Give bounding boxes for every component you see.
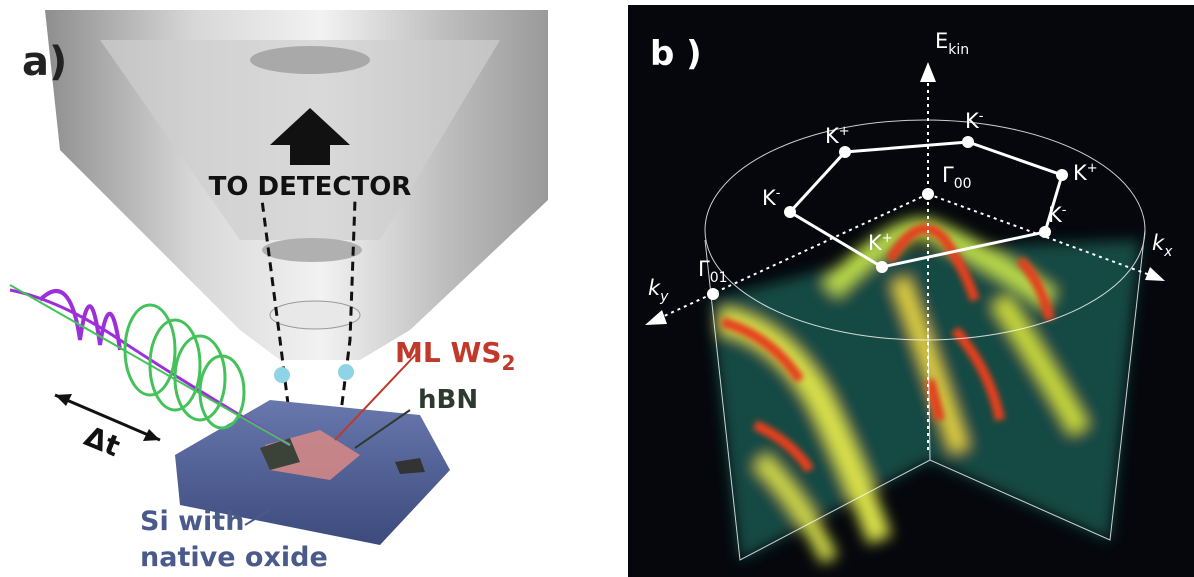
text-part: K: [825, 124, 840, 148]
sample-label: ML WS2: [395, 336, 515, 375]
text-part: K: [1048, 203, 1063, 227]
text-part: k: [1152, 231, 1165, 255]
panel-b: b ) Ekin kx ky Γ00 Γ01 K+ K- K+ K- K+ K-: [628, 5, 1194, 577]
lens-ring: [262, 238, 362, 262]
text-part: -: [776, 186, 781, 201]
panel-label: a): [22, 39, 67, 85]
electron: [338, 364, 354, 380]
text-part: k: [648, 276, 661, 300]
text-part: Γ: [698, 257, 710, 281]
text-part: K: [1073, 161, 1088, 185]
text-part: K: [762, 186, 777, 210]
electron: [274, 367, 290, 383]
text-part: +: [839, 124, 850, 139]
text-part: 2: [502, 351, 516, 375]
text-part: +: [882, 231, 893, 246]
text-part: 01: [710, 270, 728, 286]
substrate-label: native oxide: [140, 542, 328, 573]
text-part: x: [1163, 244, 1173, 260]
text-part: kin: [948, 42, 969, 58]
text-part: K: [965, 109, 980, 133]
panel-label: b ): [650, 34, 702, 74]
text-part: ML WS: [395, 336, 502, 369]
detector-label: TO DETECTOR: [209, 172, 412, 202]
text-part: +: [1087, 161, 1098, 176]
text-part: -: [979, 109, 984, 124]
lens-ring: [250, 46, 370, 74]
text-part: E: [935, 29, 948, 53]
text-part: 00: [954, 176, 972, 192]
substrate-label: Si with: [140, 506, 244, 537]
lens-aperture: [270, 301, 360, 329]
delay-label: Δt: [80, 420, 125, 464]
figure: a) TO DETECTOR ML WS2 hBN Δt Si with nat…: [0, 0, 1194, 577]
text-part: K: [868, 231, 883, 255]
text-part: Γ: [942, 163, 954, 187]
spacer-label: hBN: [418, 385, 478, 415]
text-part: -: [1062, 203, 1067, 218]
text-part: y: [659, 289, 669, 305]
panel-a: a) TO DETECTOR ML WS2 hBN Δt Si with nat…: [10, 10, 548, 573]
